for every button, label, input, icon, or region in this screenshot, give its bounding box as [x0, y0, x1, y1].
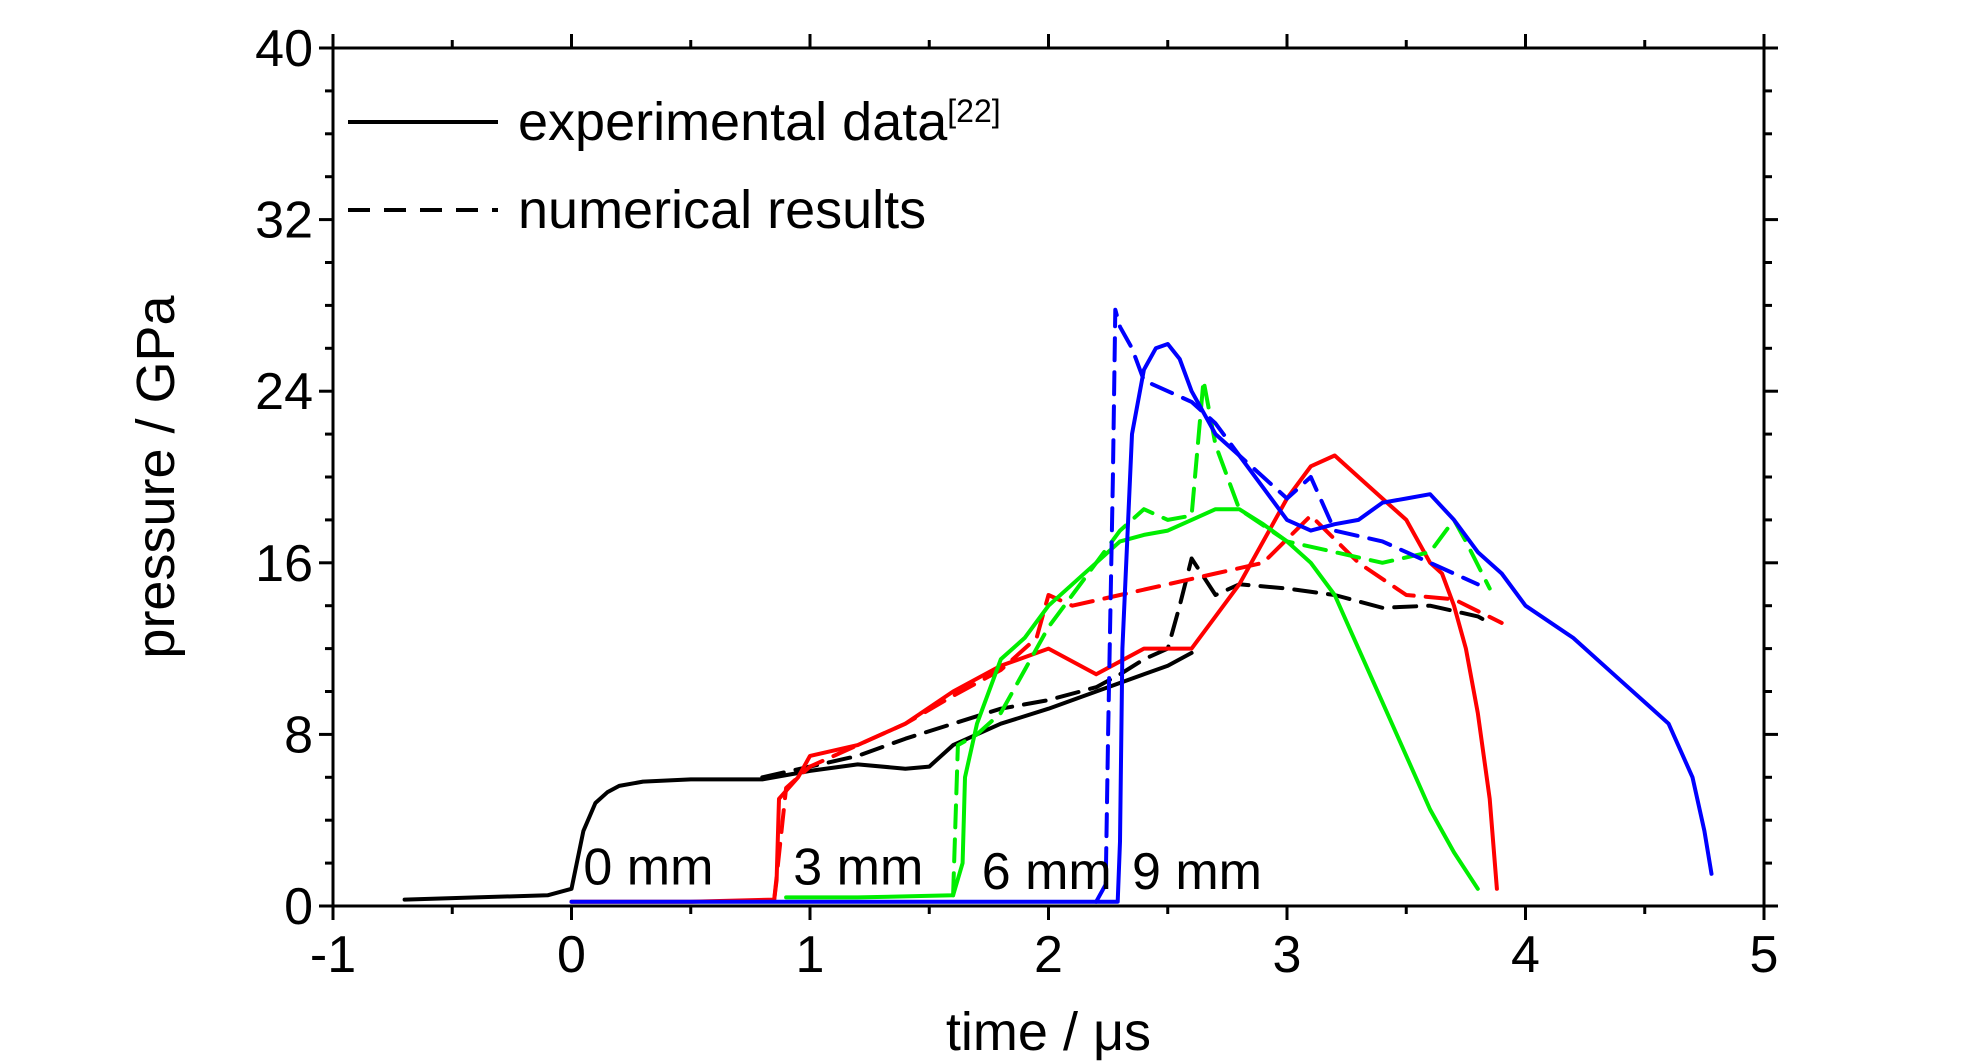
gauge-label: 6 mm [982, 843, 1112, 901]
ticks-layer [319, 34, 1778, 920]
legend-label: experimental data[22] [518, 92, 1001, 152]
plot-frame [331, 46, 1766, 908]
series-line-0mm-experimental [402, 650, 1194, 902]
legend-label: numerical results [518, 180, 926, 240]
y-tick-label: 8 [284, 706, 313, 764]
y-tick-label: 0 [284, 878, 313, 936]
y-axis-label: pressure / GPa [126, 294, 186, 658]
x-tick-label: 4 [1511, 926, 1540, 984]
x-tick-label: -1 [310, 926, 356, 984]
x-tick-label: 5 [1750, 926, 1779, 984]
series-line-9mm-numerical [1094, 307, 1480, 904]
series-line-6mm-numerical [951, 378, 1492, 898]
x-tick-label: 1 [796, 926, 825, 984]
x-tick-label: 2 [1034, 926, 1063, 984]
y-tick-label: 16 [255, 535, 313, 593]
series-line-3mm-experimental [569, 453, 1499, 904]
gauge-label: 3 mm [793, 839, 923, 897]
series-line-9mm-experimental [569, 342, 1714, 904]
x-axis-label: time / μs [946, 1002, 1151, 1062]
x-tick-label: 0 [557, 926, 586, 984]
legend-citation: [22] [947, 93, 1000, 129]
y-tick-label: 40 [255, 20, 313, 78]
annotations: 0 mm 3 mm 6 mm 9 mm [583, 839, 1262, 901]
x-tick-label: 3 [1273, 926, 1302, 984]
y-tick-label: 32 [255, 192, 313, 250]
series-line-6mm-experimental [784, 507, 1480, 900]
legend: experimental data[22] numerical results [348, 92, 1001, 240]
gauge-label: 0 mm [583, 839, 713, 897]
series-layer [402, 307, 1714, 904]
series-line-3mm-numerical [772, 513, 1504, 902]
y-tick-label: 24 [255, 363, 313, 421]
gauge-label: 9 mm [1132, 843, 1262, 901]
